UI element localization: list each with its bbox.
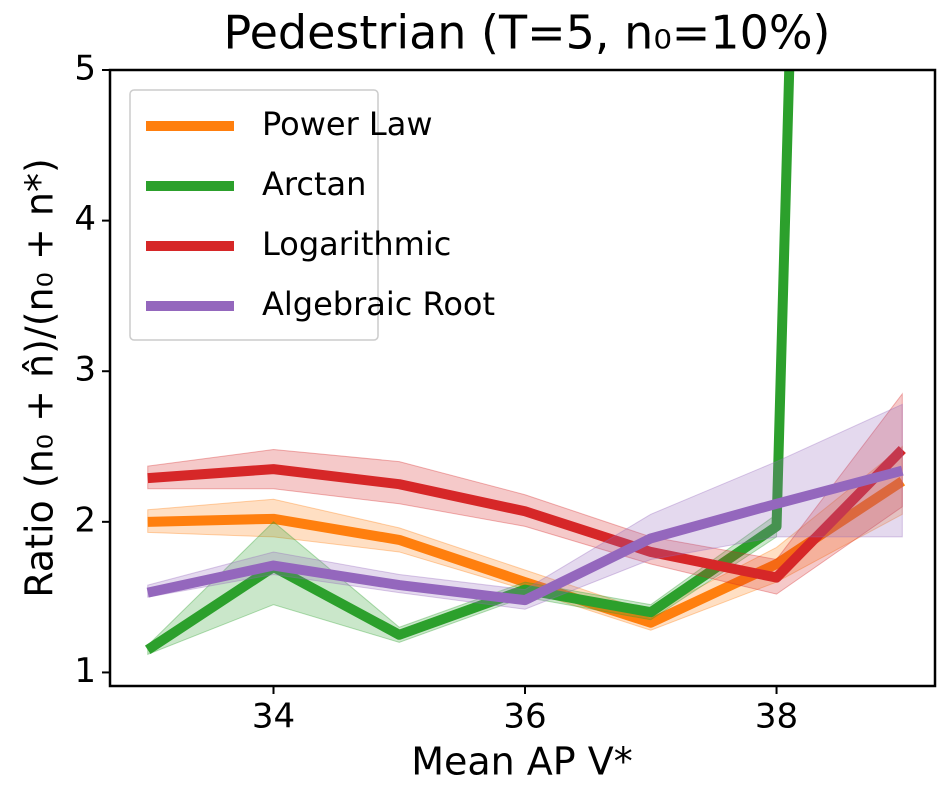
y-axis-label: Ratio (n₀ + n̂)/(n₀ + n*) xyxy=(18,158,62,598)
x-axis-label: Mean AP V* xyxy=(411,740,633,784)
series-line xyxy=(147,476,906,628)
x-tick-label: 34 xyxy=(252,697,295,737)
confidence-band xyxy=(147,70,790,656)
legend-label: Arctan xyxy=(262,165,366,203)
series-line xyxy=(147,446,906,583)
series-line xyxy=(146,465,904,606)
y-tick-label: 2 xyxy=(74,500,96,540)
axes-frame xyxy=(108,68,937,688)
y-tick-label: 1 xyxy=(74,651,96,691)
y-tick-label: 3 xyxy=(74,350,96,390)
chart-title: Pedestrian (T=5, n₀=10%) xyxy=(224,6,831,60)
legend-box xyxy=(129,89,379,341)
legend-label: Algebraic Root xyxy=(262,285,495,323)
confidence-band xyxy=(147,445,903,631)
confidence-band xyxy=(147,392,903,595)
x-tick-label: 38 xyxy=(755,697,798,737)
legend-label: Logarithmic xyxy=(262,225,451,263)
x-tick-label: 36 xyxy=(503,697,546,737)
plot-area xyxy=(144,70,906,656)
legend-label: Power Law xyxy=(262,105,433,143)
y-tick-label: 4 xyxy=(74,199,96,239)
y-tick-label: 5 xyxy=(74,49,96,89)
